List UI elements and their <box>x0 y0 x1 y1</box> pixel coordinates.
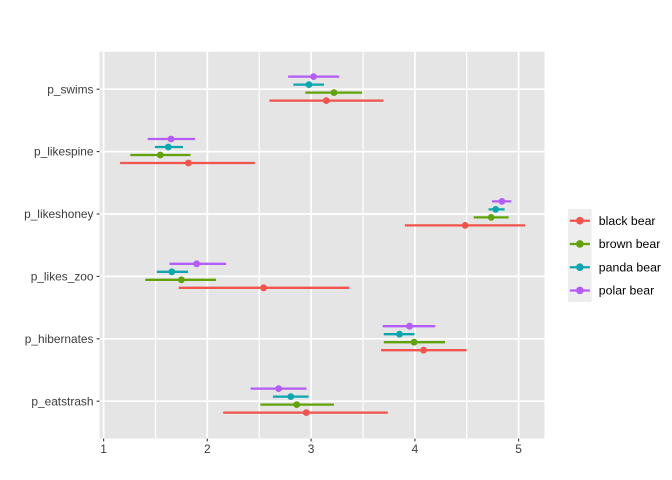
svg-text:p_swims: p_swims <box>47 82 93 96</box>
svg-text:brown bear: brown bear <box>599 237 661 251</box>
svg-text:4: 4 <box>412 442 419 456</box>
svg-text:p_likespine: p_likespine <box>34 145 94 159</box>
svg-text:black bear: black bear <box>599 214 656 228</box>
svg-text:1: 1 <box>100 442 107 456</box>
svg-text:panda bear: panda bear <box>599 260 661 274</box>
svg-text:polar bear: polar bear <box>599 284 654 298</box>
svg-text:3: 3 <box>308 442 315 456</box>
svg-text:p_likes_zoo: p_likes_zoo <box>31 270 94 284</box>
svg-text:p_likeshoney: p_likeshoney <box>24 207 93 221</box>
svg-text:p_eatstrash: p_eatstrash <box>31 394 93 408</box>
svg-text:p_hibernates: p_hibernates <box>25 332 94 346</box>
svg-text:5: 5 <box>515 442 522 456</box>
svg-text:2: 2 <box>204 442 211 456</box>
